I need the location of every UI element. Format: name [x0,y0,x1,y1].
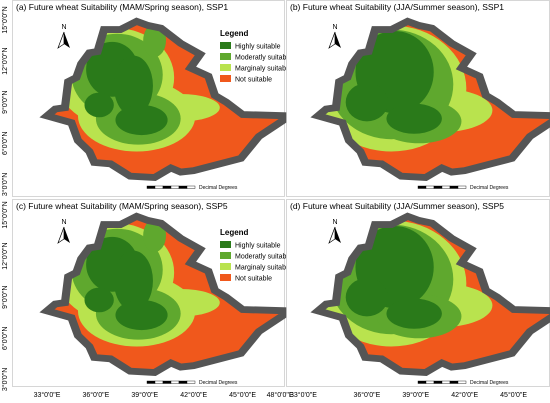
lon-label: 33°0'0"E [34,391,61,399]
lon-label: 39°0'0"E [131,391,158,399]
lon-label: 42°0'0"E [180,391,207,399]
lat-label: 6°0'0"N [1,132,9,155]
scale-bar [433,380,443,384]
lon-label: 45°0'0"E [500,391,527,399]
lon-label: 45°0'0"E [229,391,256,399]
scale-bar [146,185,156,189]
lat-label: 12°0'0"N [1,47,9,74]
legend-swatch [220,64,231,71]
lat-label: 15°0'0"N [1,201,9,228]
scale-unit: Decimal Degrees [470,185,509,191]
lat-label: 3°0'0"N [1,368,9,391]
lon-label: 48°0'0"E [267,391,294,399]
scale-bar [170,380,180,384]
legend-label: Highly suitable [235,44,281,51]
legend-label: Moderatly suitable [235,55,292,62]
scale-bar [162,380,172,384]
scale-bar [457,185,467,189]
panel-title: (b) Future wheat Suitability (JJA/Summer… [290,2,504,12]
panel-title: (d) Future wheat Suitability (JJA/Summer… [290,201,504,211]
lon-label: 36°0'0"E [353,391,380,399]
legend-label: Marginaly suitable [235,66,292,73]
map-panel: (b) Future wheat Suitability (JJA/Summer… [286,0,550,197]
north-arrow [64,32,70,48]
scale-bar [146,380,156,384]
north-label: N [61,219,66,226]
scale-bar [425,185,435,189]
legend-label: Not suitable [235,77,272,84]
north-arrow [328,226,336,244]
legend-swatch [220,263,231,270]
legend-swatch [220,274,231,281]
map-panel: (a) Future wheat Suitability (MAM/Spring… [12,0,292,197]
scale-unit: Decimal Degrees [470,380,509,386]
legend-label: Highly suitable [235,243,281,250]
scale-bar [170,185,180,189]
lon-label: 36°0'0"E [82,391,109,399]
scale-bar [449,185,459,189]
scale-bar [457,380,467,384]
scale-bar [186,380,196,384]
scale-bar [186,185,196,189]
scale-unit: Decimal Degrees [199,185,238,191]
scale-bar [178,185,188,189]
lon-label: 39°0'0"E [402,391,429,399]
north-arrow [64,227,70,243]
scale-bar [433,185,443,189]
lat-label: 9°0'0"N [1,286,9,309]
map-panel: (c) Future wheat Suitability (MAM/Spring… [12,199,292,387]
north-label: N [61,24,66,31]
lat-label: 15°0'0"N [1,6,9,33]
north-arrow [57,226,65,244]
lat-label: 3°0'0"N [1,173,9,196]
scale-bar [178,380,188,384]
scale-unit: Decimal Degrees [199,380,238,386]
legend-title: Legend [220,29,249,38]
north-arrow [328,31,336,49]
scale-bar [417,185,427,189]
lat-label: 6°0'0"N [1,327,9,350]
scale-bar [449,380,459,384]
panel-title: (c) Future wheat Suitability (MAM/Spring… [16,201,228,211]
panel-title: (a) Future wheat Suitability (MAM/Spring… [16,2,228,12]
legend-label: Not suitable [235,276,272,283]
north-label: N [332,219,337,226]
scale-bar [154,380,164,384]
north-arrow [335,227,341,243]
lat-label: 9°0'0"N [1,91,9,114]
legend-label: Marginaly suitable [235,265,292,272]
north-label: N [332,24,337,31]
north-arrow [57,31,65,49]
legend-swatch [220,42,231,49]
lon-label: 33°0'0"E [290,391,317,399]
legend-swatch [220,252,231,259]
legend-swatch [220,53,231,60]
map-panel: (d) Future wheat Suitability (JJA/Summer… [286,199,550,387]
scale-bar [162,185,172,189]
north-arrow [335,32,341,48]
scale-bar [154,185,164,189]
scale-bar [441,185,451,189]
lon-label: 42°0'0"E [451,391,478,399]
legend-title: Legend [220,228,249,237]
scale-bar [441,380,451,384]
legend-label: Moderatly suitable [235,254,292,261]
legend-swatch [220,75,231,82]
legend-swatch [220,241,231,248]
lat-label: 12°0'0"N [1,242,9,269]
scale-bar [425,380,435,384]
scale-bar [417,380,427,384]
